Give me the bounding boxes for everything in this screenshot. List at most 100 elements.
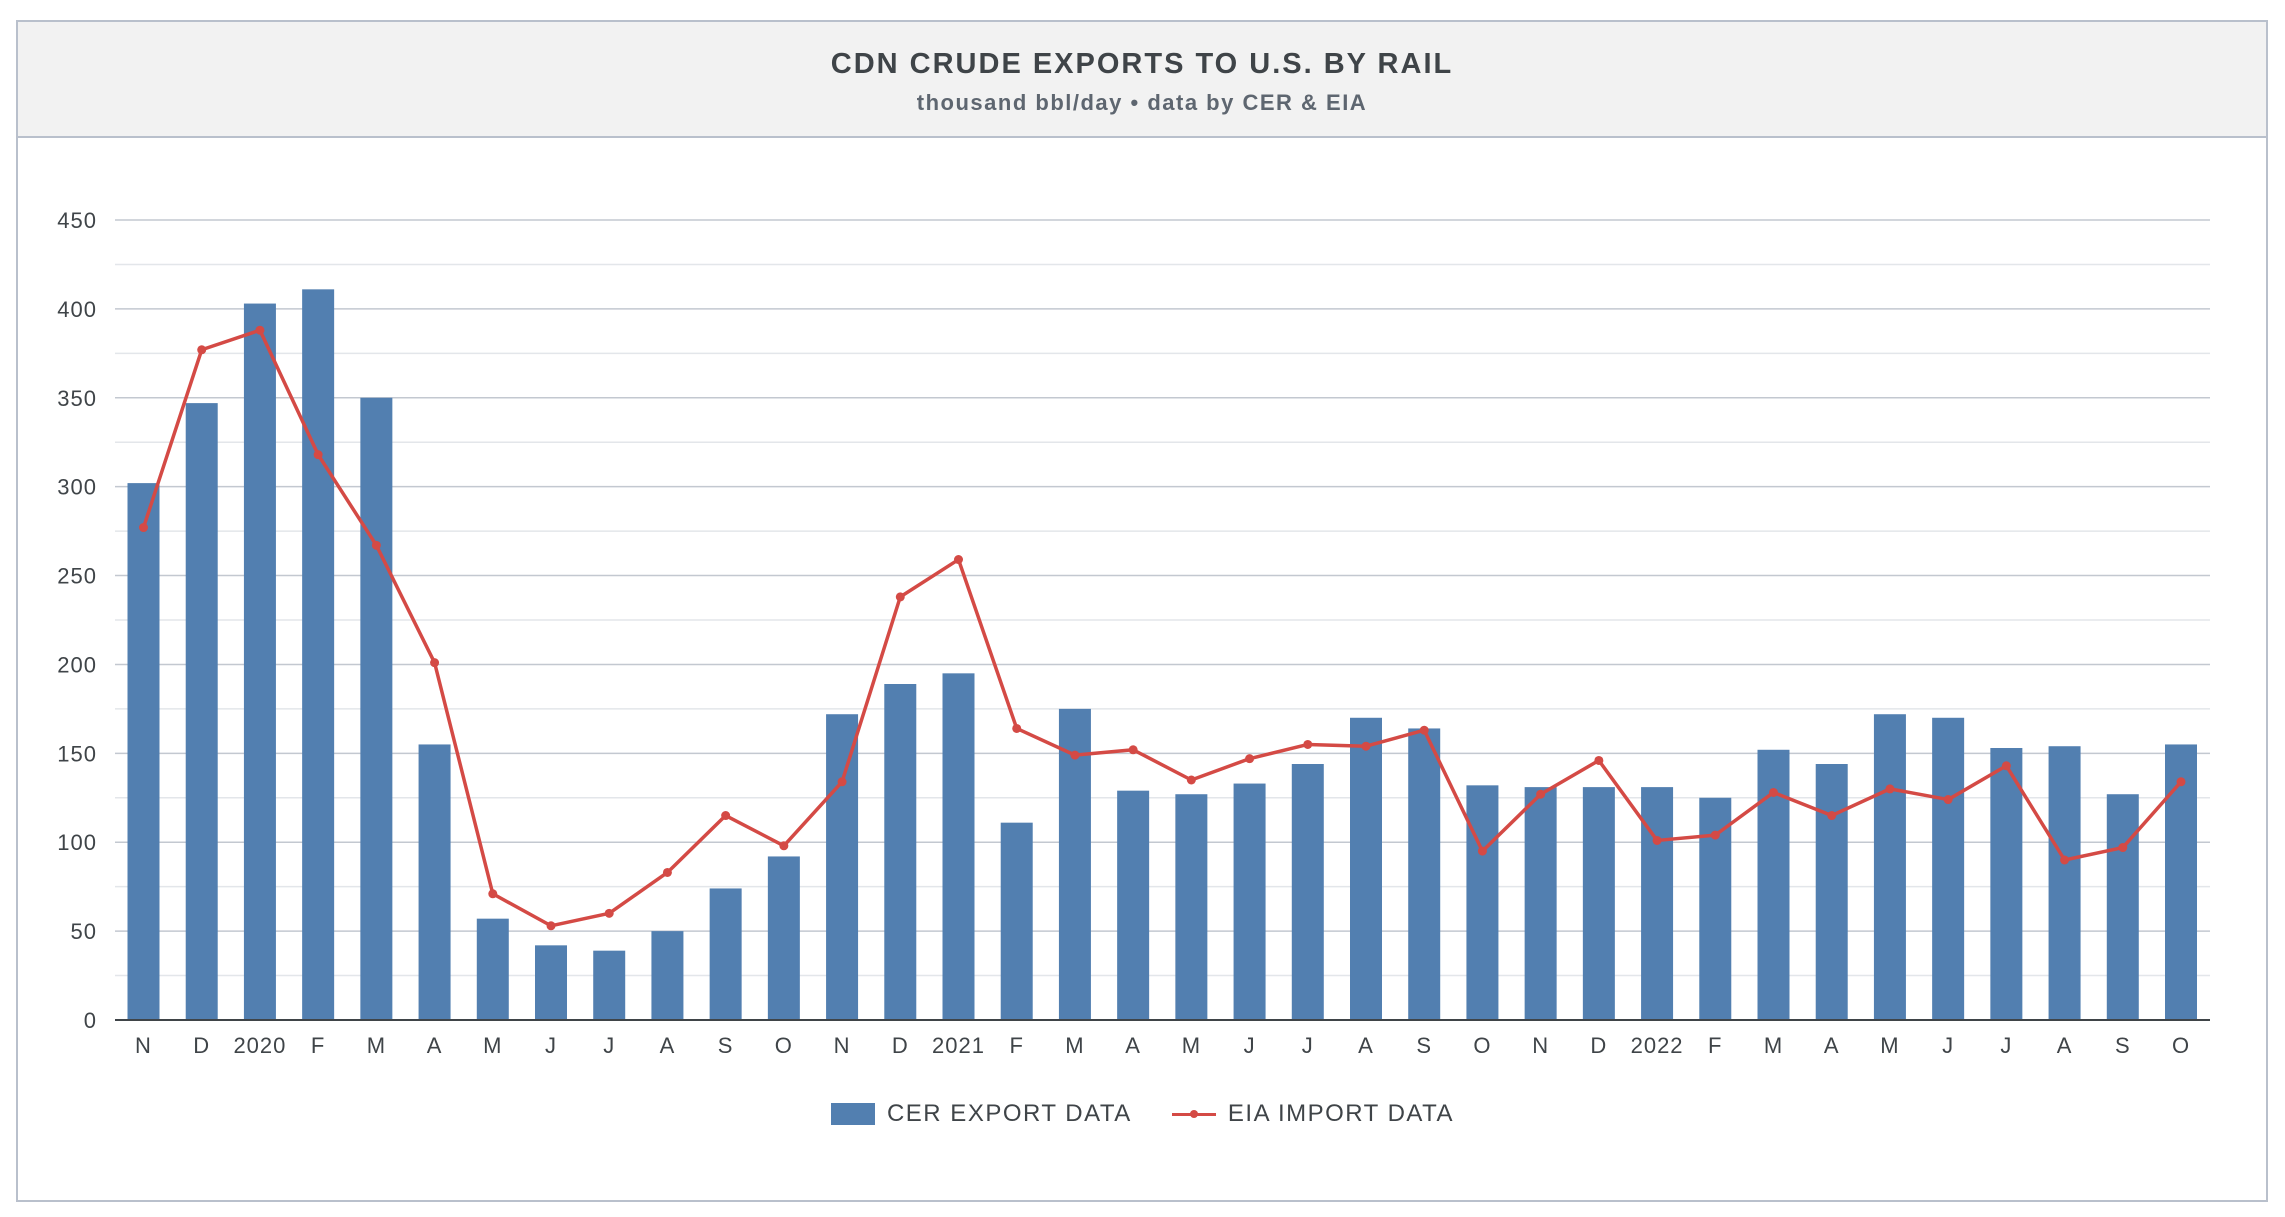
point-eia-import [837, 777, 847, 787]
point-eia-import [1594, 755, 1604, 765]
x-tick-label: A [1125, 1033, 1141, 1058]
point-eia-import [1769, 787, 1778, 797]
bar-cer-export [709, 888, 742, 1020]
bar-cer-export [1524, 787, 1557, 1020]
x-tick-label: O [775, 1033, 793, 1058]
bar-cer-export [185, 403, 218, 1021]
point-eia-import [430, 658, 440, 668]
bar-cer-export [476, 918, 509, 1020]
x-tick-label: N [1532, 1033, 1549, 1058]
x-tick-label: S [2115, 1033, 2131, 1058]
x-tick-label: 2020 [233, 1033, 286, 1058]
x-tick-label: M [1065, 1033, 1084, 1058]
legend-bar-swatch [830, 1103, 875, 1125]
point-eia-import [2001, 761, 2011, 771]
point-eia-import [779, 841, 789, 851]
bar-cer-export [1641, 787, 1674, 1020]
point-eia-import [1186, 775, 1196, 785]
point-eia-import [1419, 725, 1429, 735]
point-eia-import [662, 867, 672, 877]
bar-cer-export [1466, 785, 1499, 1020]
point-eia-import [371, 540, 381, 550]
x-tick-label: D [892, 1033, 909, 1058]
x-tick-label: S [1416, 1033, 1432, 1058]
bar-cer-export [1873, 714, 1906, 1020]
bar-cer-export [2048, 746, 2081, 1020]
legend-label-eia: EIA IMPORT DATA [1227, 1100, 1455, 1127]
point-eia-import [197, 345, 207, 355]
bar-cer-export [1233, 783, 1266, 1020]
y-tick-label: 250 [57, 564, 97, 589]
point-eia-import [1070, 750, 1080, 760]
x-tick-label: F [1009, 1033, 1023, 1058]
x-tick-label: N [135, 1033, 152, 1058]
y-tick-label: 50 [71, 919, 97, 944]
y-tick-label: 150 [57, 741, 97, 766]
y-tick-label: 300 [57, 475, 97, 500]
legend-item-eia: EIA IMPORT DATA [1171, 1100, 1455, 1128]
point-eia-import [139, 523, 148, 533]
x-tick-label: A [1824, 1033, 1840, 1058]
x-tick-label: O [1473, 1033, 1491, 1058]
x-tick-label: F [1708, 1033, 1722, 1058]
x-tick-label: J [2000, 1033, 2012, 1058]
x-tick-label: A [660, 1033, 676, 1058]
bar-cer-export [1932, 717, 1965, 1020]
x-tick-label: M [367, 1033, 386, 1058]
y-tick-label: 200 [57, 652, 97, 677]
bar-cer-export [243, 303, 276, 1020]
point-eia-import [1361, 741, 1371, 751]
x-tick-label: 2021 [932, 1033, 985, 1058]
bar-cer-export [1350, 717, 1382, 1020]
point-eia-import [1012, 723, 1022, 733]
bar-cer-export [1058, 708, 1091, 1020]
point-eia-import [954, 555, 963, 565]
x-tick-label: J [1302, 1033, 1314, 1058]
x-tick-label: A [1358, 1033, 1374, 1058]
x-tick-label: A [427, 1033, 443, 1058]
point-eia-import [255, 325, 265, 335]
point-eia-import [604, 908, 614, 918]
chart-subtitle: thousand bbl/day • data by CER & EIA [916, 90, 1368, 115]
bar-cer-export [302, 289, 335, 1020]
point-eia-import [1128, 745, 1138, 755]
legend-line-swatch [1171, 1103, 1216, 1125]
point-eia-import [2060, 855, 2070, 865]
bar-cer-export [942, 673, 975, 1020]
x-tick-label: N [834, 1033, 851, 1058]
point-eia-import [1303, 739, 1313, 749]
y-tick-label: 100 [57, 830, 97, 855]
point-eia-import [488, 889, 498, 899]
bar-cer-export [1815, 764, 1848, 1020]
x-tick-label: J [1244, 1033, 1256, 1058]
x-tick-label: D [193, 1033, 210, 1058]
x-tick-label: M [1182, 1033, 1201, 1058]
y-tick-label: 0 [84, 1008, 97, 1033]
point-eia-import [1710, 830, 1720, 840]
x-tick-label: S [718, 1033, 734, 1058]
bar-cer-export [2165, 744, 2197, 1020]
point-eia-import [1652, 835, 1662, 845]
point-eia-import [313, 450, 323, 460]
x-tick-label: M [1764, 1033, 1783, 1058]
point-eia-import [2118, 843, 2128, 853]
point-eia-import [1885, 784, 1895, 794]
bar-cer-export [593, 950, 626, 1020]
chart-header: CDN CRUDE EXPORTS TO U.S. BY RAIL thousa… [18, 22, 2266, 138]
x-tick-label: O [2172, 1033, 2190, 1058]
bar-cer-export [1291, 764, 1324, 1020]
bar-cer-export [826, 714, 859, 1020]
point-eia-import [1536, 789, 1546, 799]
chart-legend: CER EXPORT DATA EIA IMPORT DATA [0, 1100, 2285, 1132]
x-tick-label: 2022 [1631, 1033, 1684, 1058]
x-tick-label: M [1880, 1033, 1899, 1058]
point-eia-import [1827, 811, 1837, 821]
bar-cer-export [1175, 794, 1208, 1020]
line-eia-import [141, 328, 2183, 928]
bar-cer-export [651, 931, 684, 1020]
point-eia-import [546, 921, 556, 931]
chart-title: CDN CRUDE EXPORTS TO U.S. BY RAIL [830, 48, 1454, 80]
legend-label-cer: CER EXPORT DATA [886, 1100, 1132, 1127]
bar-cer-export [127, 483, 160, 1021]
